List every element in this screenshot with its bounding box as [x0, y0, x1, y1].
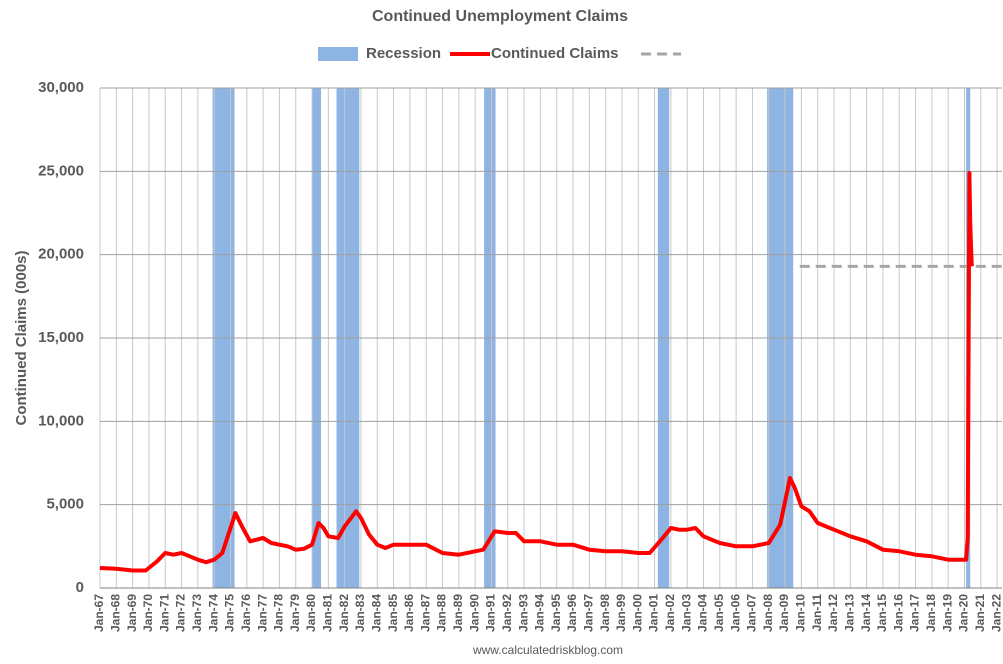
x-tick-label: Jan-13: [842, 594, 856, 632]
legend-label: Recession: [366, 45, 441, 62]
x-tick-label: Jan-06: [728, 594, 742, 632]
x-tick-label: Jan-01: [647, 594, 661, 632]
x-tick-label: Jan-78: [272, 594, 286, 632]
x-tick-label: Jan-70: [141, 594, 155, 632]
y-tick-label: 20,000: [38, 246, 84, 263]
x-tick-label: Jan-92: [500, 594, 514, 632]
x-tick-label: Jan-71: [157, 594, 171, 632]
legend-swatch: [318, 47, 358, 61]
x-tick-label: Jan-95: [549, 594, 563, 632]
x-tick-label: Jan-87: [418, 594, 432, 632]
y-tick-label: 30,000: [38, 79, 84, 96]
y-axis-label: Continued Claims (000s): [13, 250, 30, 425]
x-tick-label: Jan-68: [108, 594, 122, 632]
x-tick-label: Jan-85: [386, 594, 400, 632]
x-tick-label: Jan-99: [614, 594, 628, 632]
x-tick-label: Jan-05: [712, 594, 726, 632]
x-tick-label: Jan-17: [908, 594, 922, 632]
x-tick-label: Jan-96: [565, 594, 579, 632]
x-tick-label: Jan-86: [402, 594, 416, 632]
x-tick-label: Jan-88: [435, 594, 449, 632]
x-tick-label: Jan-69: [125, 594, 139, 632]
source: www.calculatedriskblog.com: [472, 643, 623, 657]
x-tick-label: Jan-11: [810, 594, 824, 632]
x-tick-label: Jan-00: [630, 594, 644, 632]
y-tick-label: 10,000: [38, 412, 84, 429]
x-tick-label: Jan-75: [223, 594, 237, 632]
x-tick-label: Jan-12: [826, 594, 840, 632]
x-tick-label: Jan-72: [174, 594, 188, 632]
x-tick-label: Jan-79: [288, 594, 302, 632]
legend-label: Continued Claims: [491, 45, 619, 62]
x-tick-label: Jan-80: [304, 594, 318, 632]
x-tick-label: Jan-90: [467, 594, 481, 632]
y-tick-label: 15,000: [38, 329, 84, 346]
x-tick-label: Jan-82: [337, 594, 351, 632]
x-tick-label: Jan-18: [924, 594, 938, 632]
x-tick-label: Jan-02: [663, 594, 677, 632]
y-tick-label: 5,000: [46, 496, 84, 513]
x-tick-label: Jan-91: [484, 594, 498, 632]
x-tick-label: Jan-15: [875, 594, 889, 632]
x-tick-label: Jan-77: [255, 594, 269, 632]
x-tick-label: Jan-08: [761, 594, 775, 632]
x-tick-label: Jan-76: [239, 594, 253, 632]
x-tick-label: Jan-83: [353, 594, 367, 632]
y-tick-label: 0: [76, 579, 84, 596]
x-tick-label: Jan-09: [777, 594, 791, 632]
x-tick-label: Jan-67: [92, 594, 106, 632]
x-tick-label: Jan-93: [516, 594, 530, 632]
x-tick-label: Jan-03: [679, 594, 693, 632]
x-tick-label: Jan-97: [582, 594, 596, 632]
x-tick-label: Jan-81: [321, 594, 335, 632]
x-tick-label: Jan-73: [190, 594, 204, 632]
x-tick-label: Jan-84: [369, 594, 383, 632]
x-tick-label: Jan-20: [957, 594, 971, 632]
x-tick-label: Jan-14: [859, 594, 873, 632]
x-tick-label: Jan-04: [696, 594, 710, 632]
x-tick-label: Jan-19: [940, 594, 954, 632]
x-tick-label: Jan-94: [533, 594, 547, 632]
x-tick-label: Jan-16: [891, 594, 905, 632]
x-tick-label: Jan-07: [745, 594, 759, 632]
x-tick-label: Jan-10: [794, 594, 808, 632]
x-tick-label: Jan-22: [989, 594, 1003, 632]
x-tick-label: Jan-74: [206, 594, 220, 632]
x-tick-label: Jan-98: [598, 594, 612, 632]
x-tick-label: Jan-21: [973, 594, 987, 632]
chart-title: Continued Unemployment Claims: [372, 8, 628, 25]
y-tick-label: 25,000: [38, 162, 84, 179]
x-tick-label: Jan-89: [451, 594, 465, 632]
series-line: [99, 171, 974, 573]
